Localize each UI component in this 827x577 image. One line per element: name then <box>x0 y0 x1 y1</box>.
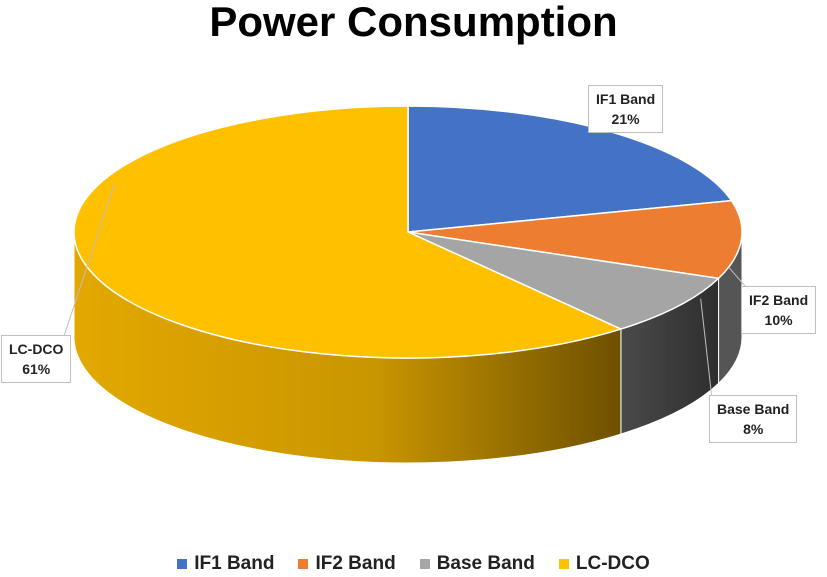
data-label-name: IF2 Band <box>749 292 809 308</box>
data-label-if1-band: IF1 Band 21% <box>588 85 664 133</box>
data-label-if2-band: IF2 Band 10% <box>741 286 817 334</box>
leader-line <box>63 183 115 337</box>
legend-label: IF1 Band <box>194 553 275 574</box>
legend-label: IF2 Band <box>315 553 396 574</box>
legend-label: Base Band <box>436 553 535 574</box>
pie-top <box>73 105 743 359</box>
data-label-value: 8% <box>743 421 764 437</box>
data-label-lc-dco: LC-DCO 61% <box>1 335 72 383</box>
data-label-base-band: Base Band 8% <box>709 395 798 443</box>
data-label-name: Base Band <box>717 401 790 417</box>
legend-swatch <box>298 559 309 569</box>
legend-item-base-band: Base Band <box>419 553 535 575</box>
legend-swatch <box>177 559 188 569</box>
data-label-value: 61% <box>22 361 51 377</box>
pie-slice-lc-dco <box>73 105 622 359</box>
legend: IF1 Band IF2 Band Base Band LC-DCO <box>0 552 827 576</box>
data-label-name: LC-DCO <box>9 341 64 357</box>
legend-label: LC-DCO <box>575 553 650 574</box>
data-label-value: 10% <box>764 312 793 328</box>
legend-item-lc-dco: LC-DCO <box>558 553 650 575</box>
pie-slice-if2-band <box>407 199 743 280</box>
data-label-value: 21% <box>611 111 640 127</box>
data-label-name: IF1 Band <box>596 91 656 107</box>
leader-line <box>700 298 713 400</box>
legend-item-if1-band: IF1 Band <box>177 553 274 575</box>
legend-swatch <box>419 559 430 569</box>
legend-item-if2-band: IF2 Band <box>298 553 396 575</box>
chart-title: Power Consumption <box>209 0 618 45</box>
pie-slice-base-band <box>407 231 720 330</box>
pie-sides <box>73 231 743 464</box>
legend-swatch <box>558 559 569 569</box>
